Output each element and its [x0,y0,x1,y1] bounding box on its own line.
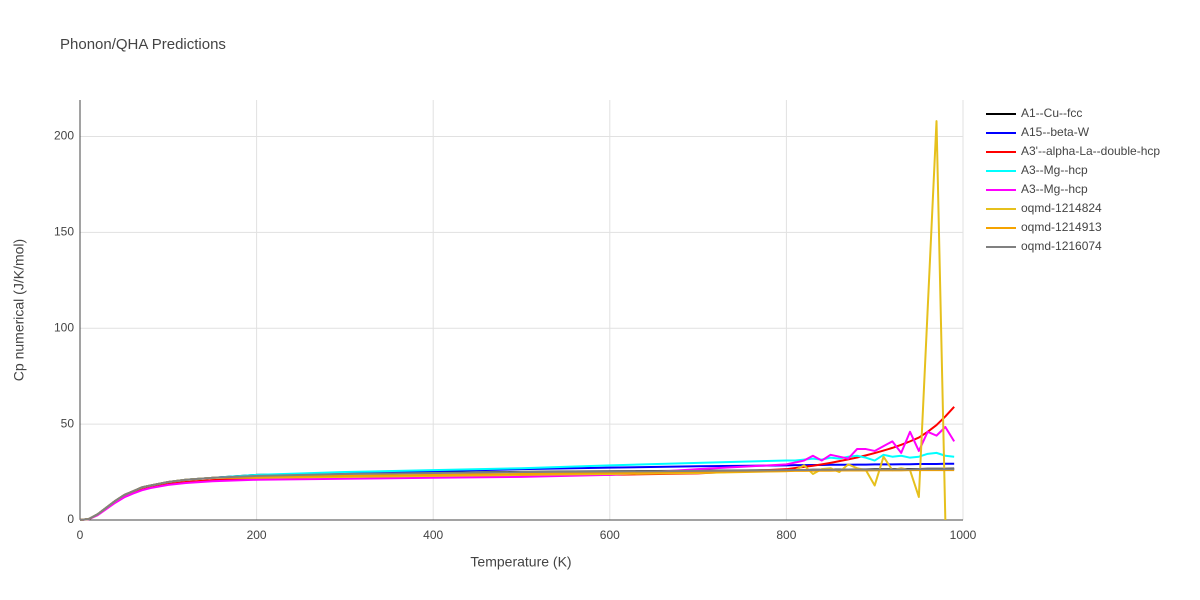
series-line [79,451,955,521]
x-tick-label: 0 [77,528,84,542]
x-tick-label: 800 [776,528,796,542]
series-line [79,425,956,521]
x-axis-title: Temperature (K) [470,554,571,570]
y-tick-label: 100 [54,320,74,334]
legend-label: A3'--alpha-La--double-hcp [1021,144,1160,158]
legend-label: A3--Mg--hcp [1021,163,1088,177]
legend-label: oqmd-1214913 [1021,220,1102,234]
series-line [79,120,947,521]
y-tick-label: 200 [54,129,74,143]
y-tick-label: 150 [54,225,74,239]
legend-label: A15--beta-W [1021,125,1090,139]
x-tick-label: 1000 [950,528,977,542]
y-tick-label: 50 [61,416,75,430]
legend-label: oqmd-1216074 [1021,239,1102,253]
x-tick-label: 600 [600,528,620,542]
chart-title: Phonon/QHA Predictions [60,36,226,53]
legend-label: A3--Mg--hcp [1021,182,1088,196]
x-tick-label: 400 [423,528,443,542]
y-axis-title: Cp numerical (J/K/mol) [11,239,27,381]
y-tick-label: 0 [67,512,74,526]
legend-label: A1--Cu--fcc [1021,106,1082,120]
legend-label: oqmd-1214824 [1021,201,1102,215]
series-line [79,468,955,521]
x-tick-label: 200 [247,528,267,542]
